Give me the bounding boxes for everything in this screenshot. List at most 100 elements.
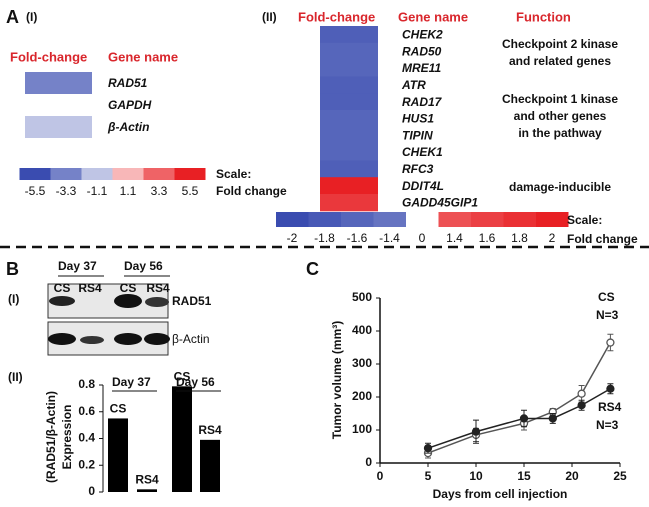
gene-function: Checkpoint 2 kinase <box>502 37 618 51</box>
gene-name: ATR <box>401 78 426 92</box>
y-axis-label: (RAD51/β-Actin) <box>44 391 58 483</box>
scale-swatch <box>19 168 51 180</box>
scale-swatch <box>406 212 439 227</box>
blot-band <box>49 296 75 306</box>
y-tick-label: 0.6 <box>78 404 95 418</box>
blot-band <box>80 336 104 344</box>
x-tick-label: 25 <box>613 469 627 483</box>
scale-subtitle: Fold change <box>216 184 287 198</box>
part-label: (II) <box>8 370 23 384</box>
heatmap-cell <box>320 126 378 145</box>
data-point <box>519 414 529 423</box>
bar <box>108 418 128 492</box>
column-header: Fold-change <box>10 49 87 64</box>
scale-title: Scale: <box>216 167 251 181</box>
data-point <box>606 338 615 347</box>
scale-tick-label: 5.5 <box>182 184 199 198</box>
panel-label: A <box>6 7 19 27</box>
gene-function: in the pathway <box>518 126 602 140</box>
heatmap-cell <box>25 116 92 138</box>
blot-band <box>114 294 142 308</box>
bar-label: CS <box>174 370 191 384</box>
panel-label: C <box>306 259 319 279</box>
data-point <box>577 389 586 398</box>
gene-name: RAD51 <box>108 76 148 90</box>
gene-function: and related genes <box>509 54 611 68</box>
row-label: RAD51 <box>172 294 212 308</box>
scale-swatch <box>143 168 175 180</box>
scale-swatch <box>536 212 569 227</box>
scale-tick-label: 1.6 <box>479 231 496 245</box>
scale-swatch <box>438 212 471 227</box>
x-axis-label: Days from cell injection <box>433 487 568 501</box>
y-tick-label: 0 <box>365 455 372 469</box>
series-line <box>427 388 611 449</box>
blot-band <box>114 333 142 345</box>
bar <box>200 439 220 492</box>
scale-tick-label: 0 <box>419 231 426 245</box>
x-tick-label: 20 <box>565 469 579 483</box>
row-label: β-Actin <box>172 332 210 346</box>
scale-tick-label: 1.8 <box>511 231 528 245</box>
y-tick-label: 0.8 <box>78 377 95 391</box>
column-header: Function <box>516 9 571 24</box>
gene-name: RAD17 <box>402 95 443 109</box>
scale-tick-label: -1.6 <box>347 231 368 245</box>
heatmap-cell <box>25 72 92 94</box>
lane-label: RS4 <box>146 281 170 295</box>
y-axis-label: Tumor volume (mm³) <box>330 321 344 439</box>
x-tick-label: 0 <box>377 469 384 483</box>
bar-label: CS <box>110 402 127 416</box>
part-label: (II) <box>262 10 277 24</box>
blot-band <box>144 333 170 345</box>
data-point <box>548 414 557 423</box>
bar <box>172 386 192 492</box>
group-label: Day 56 <box>124 259 163 273</box>
bar-label: RS4 <box>198 423 222 437</box>
scale-swatch <box>276 212 309 227</box>
column-header: Fold-change <box>298 9 375 24</box>
gene-name: RFC3 <box>402 162 434 176</box>
scale-tick-label: 1.4 <box>446 231 463 245</box>
part-label: (I) <box>8 292 19 306</box>
heatmap-cell <box>25 94 92 116</box>
gene-function: damage-inducible <box>509 180 611 194</box>
series-label: RS4 <box>598 400 622 414</box>
bar-label: RS4 <box>135 472 159 486</box>
scale-swatch <box>81 168 113 180</box>
lane-label: RS4 <box>78 281 102 295</box>
lane-label: CS <box>120 281 137 295</box>
panel-label: B <box>6 259 19 279</box>
column-header: Gene name <box>108 49 178 64</box>
annotation: N=3 <box>596 418 619 432</box>
y-tick-label: 300 <box>352 356 372 370</box>
scale-swatch <box>50 168 82 180</box>
heatmap-cell <box>320 59 378 77</box>
y-tick-label: 100 <box>352 422 372 436</box>
data-point <box>471 427 481 436</box>
scale-tick-label: -5.5 <box>25 184 46 198</box>
data-point <box>423 443 433 453</box>
heatmap-cell <box>320 93 378 111</box>
scale-tick-label: -3.3 <box>56 184 77 198</box>
group-label: Day 37 <box>58 259 97 273</box>
heatmap-cell <box>320 26 378 44</box>
y-tick-label: 0 <box>88 484 95 498</box>
annotation: N=3 <box>596 308 619 322</box>
scale-title: Scale: <box>567 213 602 227</box>
x-tick-label: 10 <box>469 469 483 483</box>
data-point <box>577 401 586 410</box>
data-point <box>606 384 615 393</box>
x-tick-label: 5 <box>425 469 432 483</box>
gene-name: RAD50 <box>402 44 442 58</box>
group-label: Day 37 <box>112 375 151 389</box>
part-label: (I) <box>26 10 37 24</box>
scale-subtitle: Fold change <box>567 232 638 246</box>
gene-name: DDIT4L <box>402 179 444 193</box>
gene-name: GAPDH <box>108 98 152 112</box>
series-line <box>427 342 612 454</box>
blot-band <box>145 297 169 307</box>
scale-tick-label: -1.1 <box>87 184 108 198</box>
scale-tick-label: 3.3 <box>151 184 168 198</box>
gene-name: HUS1 <box>402 112 434 126</box>
